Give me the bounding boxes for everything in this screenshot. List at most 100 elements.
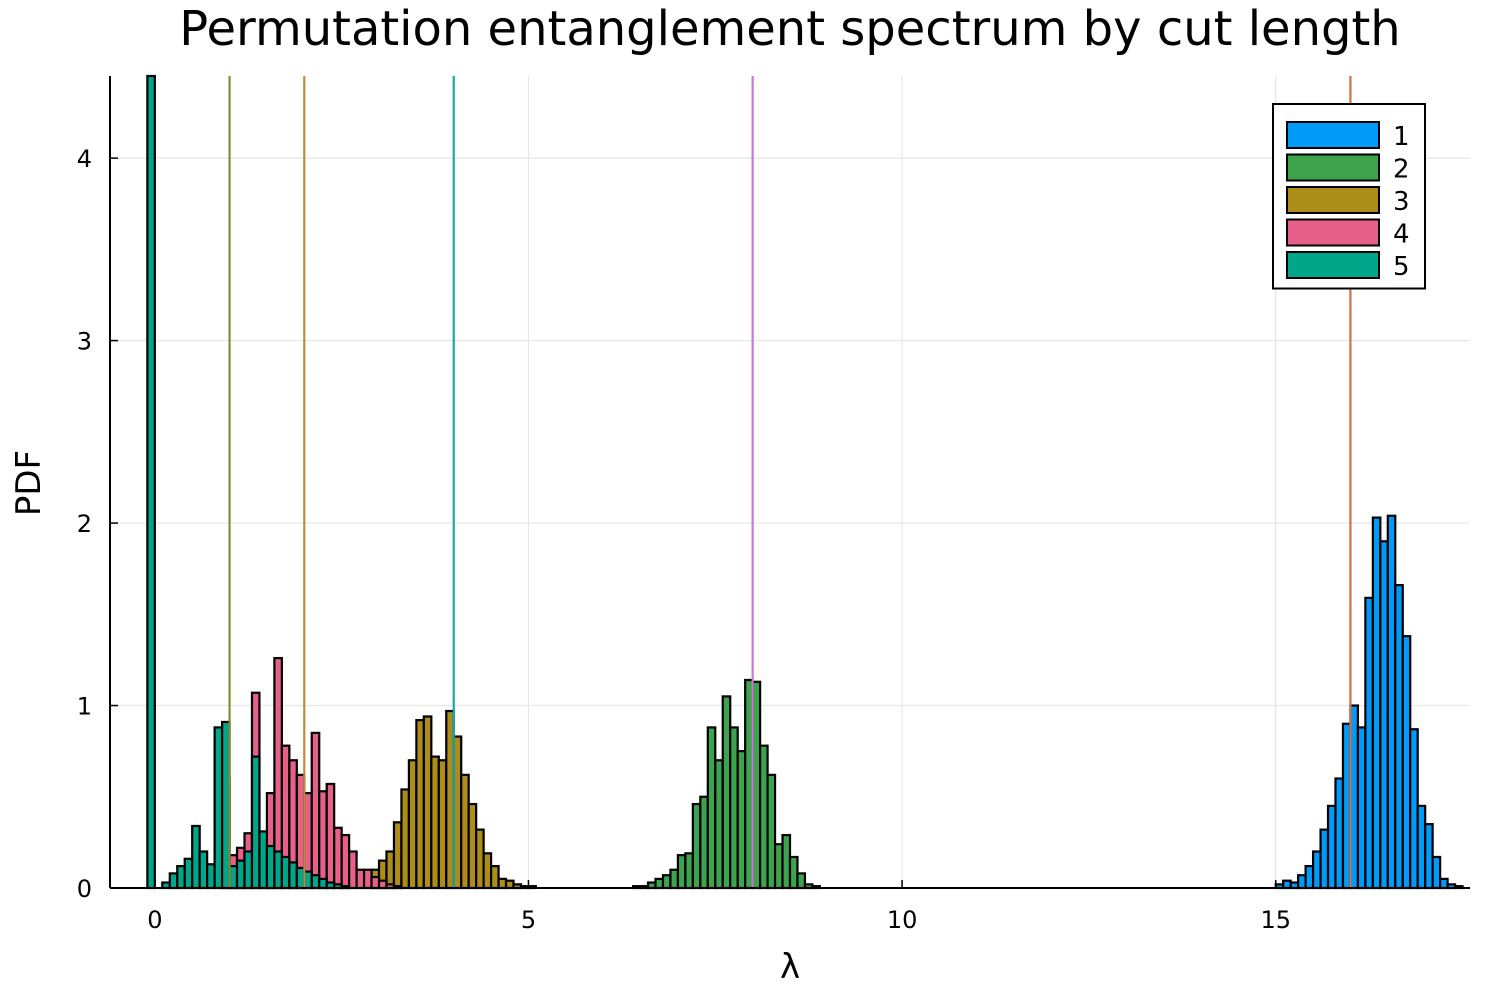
bar-series-4 (355, 868, 366, 890)
bar-series-3 (422, 715, 433, 890)
bar-series-2 (661, 874, 672, 890)
bar-series-2 (759, 744, 769, 890)
bar-series-1 (1409, 728, 1419, 890)
reference-lines (228, 76, 1352, 888)
chart-title: Permutation entanglement spectrum by cut… (179, 1, 1400, 57)
bar-series-2 (691, 802, 702, 890)
bar-series-1 (1297, 874, 1307, 890)
bar-series-1 (1311, 850, 1322, 890)
bar-series-1 (1349, 704, 1360, 890)
bar-series-2 (781, 833, 792, 890)
bar-series-3 (445, 709, 455, 890)
bar-series-5 (303, 870, 313, 890)
bar-series-2 (669, 868, 680, 890)
tick-labels: 0 5 10 15 0 1 2 3 4 (77, 145, 1291, 934)
bar-series-5 (235, 859, 246, 890)
bar-series-2 (766, 773, 777, 890)
y-tick-label: 0 (77, 875, 92, 903)
bar-series-4 (318, 790, 328, 890)
legend-swatch-2 (1286, 153, 1380, 182)
x-axis-label: λ (780, 947, 800, 987)
legend-swatch-1 (1286, 121, 1380, 149)
bar-series-4 (370, 875, 381, 890)
bar-series-1 (1371, 516, 1382, 890)
legend-swatch-3 (1286, 186, 1380, 214)
bar-series-1 (1356, 726, 1367, 890)
y-tick-label: 3 (77, 328, 92, 356)
bar-series-2 (684, 852, 694, 890)
legend-swatch-5 (1286, 251, 1380, 279)
bar-series-4 (310, 731, 321, 890)
bar-series-5 (295, 866, 306, 890)
series-1-bars (1274, 514, 1464, 890)
bar-series-2 (744, 678, 754, 890)
bar-series-1 (1319, 828, 1330, 890)
legend-label-5: 5 (1393, 252, 1410, 282)
bar-series-2 (699, 795, 709, 890)
bar-series-1 (1416, 804, 1427, 890)
bar-series-3 (415, 719, 425, 890)
bar-series-3 (385, 850, 396, 890)
x-tick-label: 10 (887, 906, 918, 934)
bar-series-5 (220, 720, 231, 890)
bar-series-3 (430, 755, 440, 890)
y-axis-label: PDF (9, 450, 49, 516)
bar-series-3 (482, 852, 493, 890)
bar-series-3 (392, 821, 403, 890)
series-5-bars (146, 74, 351, 890)
bar-series-4 (362, 868, 373, 890)
bar-series-2 (714, 759, 724, 890)
bar-series-5 (228, 865, 239, 890)
bar-series-1 (1326, 804, 1337, 890)
bar-series-5 (318, 877, 328, 890)
x-tick-label: 15 (1260, 906, 1291, 934)
bar-series-3 (475, 828, 485, 890)
bar-series-3 (460, 773, 470, 890)
bar-series-2 (676, 854, 687, 890)
bar-series-5 (265, 844, 276, 890)
bar-series-1 (1424, 823, 1434, 890)
histogram-bars (146, 74, 1464, 890)
bar-series-5 (250, 755, 261, 890)
bar-series-1 (1401, 635, 1412, 890)
bar-series-1 (1431, 855, 1442, 890)
bar-series-2 (751, 680, 762, 890)
bar-series-2 (736, 750, 747, 890)
bar-series-5 (176, 865, 186, 890)
bar-series-5 (310, 874, 321, 890)
bar-series-1 (1334, 777, 1345, 890)
bar-series-1 (1386, 514, 1397, 890)
bar-series-5 (206, 863, 216, 890)
bar-series-4 (348, 850, 358, 890)
bar-series-3 (407, 759, 418, 890)
bar-series-2 (796, 872, 807, 890)
legend-swatch-4 (1286, 218, 1380, 247)
x-tick-label: 0 (147, 906, 162, 934)
bar-series-2 (654, 877, 665, 890)
bar-series-5 (243, 850, 254, 890)
legend-label-4: 4 (1393, 220, 1410, 250)
bar-series-1 (1379, 540, 1389, 890)
bar-series-1 (1282, 879, 1292, 890)
bar-series-5 (198, 850, 209, 890)
bar-series-2 (773, 843, 784, 890)
bar-series-2 (721, 695, 732, 890)
bar-series-4 (325, 782, 336, 890)
bar-series-4 (333, 826, 343, 890)
series-2-bars (631, 678, 821, 890)
bar-series-5 (273, 850, 283, 890)
bar-series-1 (1394, 583, 1404, 890)
bar-series-5 (168, 872, 179, 890)
x-tick-label: 5 (521, 906, 536, 934)
bar-series-3 (504, 879, 515, 890)
axes (109, 76, 1470, 889)
y-tick-label: 4 (77, 145, 92, 173)
bar-series-1 (1341, 722, 1352, 890)
bar-series-3 (497, 877, 508, 890)
bar-series-3 (467, 802, 478, 890)
bar-series-5 (183, 857, 194, 890)
bar-series-3 (489, 865, 500, 890)
bar-series-5 (288, 861, 298, 890)
bar-series-3 (437, 759, 448, 890)
